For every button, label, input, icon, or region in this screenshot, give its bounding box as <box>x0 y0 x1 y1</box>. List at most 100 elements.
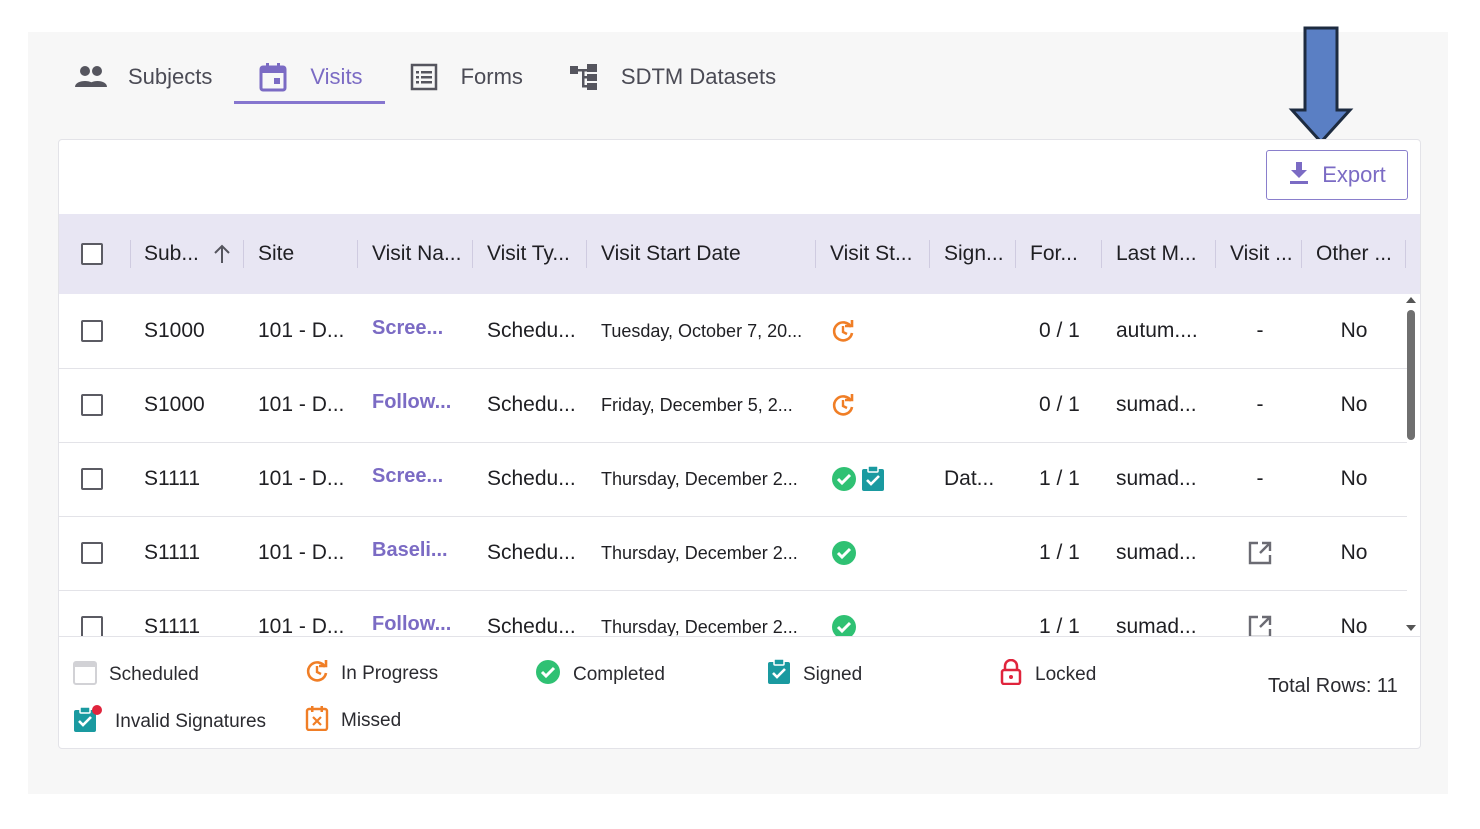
legend-item-invalid-signatures: Invalid Signatures <box>73 705 266 739</box>
row-checkbox[interactable] <box>81 616 103 636</box>
cell-visit-link <box>1230 516 1290 590</box>
invalid-signature-icon <box>73 705 103 739</box>
list-icon <box>407 62 441 92</box>
row-checkbox[interactable] <box>81 394 103 416</box>
table-row[interactable]: S1111 101 - D... Follow... Schedu... Thursda… <box>59 590 1407 636</box>
status-legend: Scheduled In Progress Completed Signed L… <box>59 636 1420 749</box>
cell-visit-link: - <box>1256 467 1264 490</box>
cell-visit-start-date: Tuesday, October 7, 20... <box>601 320 803 341</box>
cell-site: 101 - D... <box>258 393 345 416</box>
column-label: Sub... <box>144 242 199 265</box>
column-header-last-modified[interactable]: Last M... <box>1102 214 1216 294</box>
completed-icon <box>831 614 857 636</box>
signed-icon <box>861 466 885 492</box>
hierarchy-icon <box>567 62 601 92</box>
cell-visit-type: Schedu... <box>487 541 576 564</box>
open-external-icon[interactable] <box>1247 540 1273 566</box>
signed-icon <box>767 658 791 691</box>
table-row[interactable]: S1111 101 - D... Scree... Schedu... Thursday… <box>59 442 1407 517</box>
visit-name-link[interactable]: Scree... <box>372 464 444 487</box>
cell-forms: 1 / 1 <box>1039 541 1080 564</box>
tab-visits[interactable]: Visits <box>234 50 385 104</box>
people-icon <box>74 62 108 92</box>
tab-label: Forms <box>460 64 523 89</box>
cell-other: No <box>1340 319 1368 342</box>
legend-item-missed: Missed <box>305 705 401 737</box>
column-header-site[interactable]: Site <box>244 214 358 294</box>
select-all-checkbox[interactable] <box>81 243 103 265</box>
cell-forms: 0 / 1 <box>1039 393 1080 416</box>
tab-subjects[interactable]: Subjects <box>52 50 234 104</box>
export-button[interactable]: Export <box>1266 150 1408 200</box>
legend-label: Completed <box>573 664 665 685</box>
cell-visit-link: - <box>1256 319 1264 342</box>
download-icon <box>1288 161 1310 190</box>
open-external-icon[interactable] <box>1247 614 1273 636</box>
tab-sdtm-datasets[interactable]: SDTM Datasets <box>545 50 798 104</box>
legend-item-completed: Completed <box>535 659 665 691</box>
visit-name-link[interactable]: Follow... <box>372 612 452 635</box>
table-row[interactable]: S1111 101 - D... Baseli... Schedu... Thursda… <box>59 516 1407 591</box>
cell-visit-start-date: Thursday, December 2... <box>601 542 798 563</box>
cell-visit-type: Schedu... <box>487 319 576 342</box>
row-select-cell <box>81 294 121 368</box>
column-header-visit-link[interactable]: Visit ... <box>1216 214 1302 294</box>
cell-visit-type: Schedu... <box>487 467 576 490</box>
cell-sign: Dat... <box>944 467 995 490</box>
cell-site: 101 - D... <box>258 615 345 636</box>
column-header-visit-status[interactable]: Visit St... <box>816 214 930 294</box>
export-label: Export <box>1322 162 1386 187</box>
cell-site: 101 - D... <box>258 467 345 490</box>
column-header-sign[interactable]: Sign... <box>930 214 1016 294</box>
row-checkbox[interactable] <box>81 542 103 564</box>
tab-forms[interactable]: Forms <box>385 50 545 104</box>
column-label: Visit Na... <box>372 242 462 265</box>
cell-visit-link <box>1230 590 1290 636</box>
column-header-subject[interactable]: Sub... <box>130 214 244 294</box>
visit-name-link[interactable]: Scree... <box>372 316 444 339</box>
legend-item-scheduled: Scheduled <box>73 659 199 691</box>
cell-visit-start-date: Thursday, December 2... <box>601 616 798 637</box>
visit-name-link[interactable]: Follow... <box>372 390 452 413</box>
column-header-forms[interactable]: For... <box>1016 214 1102 294</box>
row-checkbox[interactable] <box>81 320 103 342</box>
column-label: Visit Ty... <box>487 242 570 265</box>
table-row[interactable]: S1000 101 - D... Scree... Schedu... Tuesday,… <box>59 294 1407 369</box>
cell-last-modified: sumad... <box>1116 541 1197 564</box>
cell-forms: 0 / 1 <box>1039 319 1080 342</box>
annotation-arrow-icon <box>1288 26 1354 151</box>
total-rows: Total Rows: 11 <box>1268 675 1398 697</box>
cell-visit-status <box>831 442 885 516</box>
column-label: Site <box>258 242 295 265</box>
cell-visit-start-date: Friday, December 5, 2... <box>601 394 793 415</box>
tab-bar: Subjects Visits Forms SDTM Datasets <box>52 50 798 106</box>
cell-visit-start-date: Thursday, December 2... <box>601 468 798 489</box>
column-header-visit-type[interactable]: Visit Ty... <box>473 214 587 294</box>
cell-forms: 1 / 1 <box>1039 615 1080 636</box>
row-select-cell <box>81 516 121 590</box>
lock-icon <box>999 658 1023 691</box>
column-header-visit-name[interactable]: Visit Na... <box>358 214 473 294</box>
column-header-other[interactable]: Other ... <box>1302 214 1406 294</box>
visit-name-link[interactable]: Baseli... <box>372 538 448 561</box>
in-progress-icon <box>831 393 855 417</box>
scroll-down-arrow-icon[interactable] <box>1406 625 1416 631</box>
column-label: For... <box>1030 242 1078 265</box>
legend-item-locked: Locked <box>999 658 1096 691</box>
completed-icon <box>831 466 857 492</box>
row-select-cell <box>81 442 121 516</box>
completed-icon <box>831 540 857 566</box>
sort-ascending-icon[interactable] <box>213 244 231 264</box>
vertical-scrollbar[interactable] <box>1407 310 1415 440</box>
cell-visit-status <box>831 516 857 590</box>
legend-label: Signed <box>803 664 863 685</box>
cell-subject: S1000 <box>144 393 205 416</box>
cell-last-modified: sumad... <box>1116 393 1197 416</box>
row-checkbox[interactable] <box>81 468 103 490</box>
column-label: Last M... <box>1116 242 1197 265</box>
row-select-cell <box>81 590 121 636</box>
column-header-visit-start-date[interactable]: Visit Start Date <box>587 214 816 294</box>
table-row[interactable]: S1000 101 - D... Follow... Schedu... Friday,… <box>59 368 1407 443</box>
scroll-up-arrow-icon[interactable] <box>1406 297 1416 303</box>
tab-label: SDTM Datasets <box>620 64 777 89</box>
